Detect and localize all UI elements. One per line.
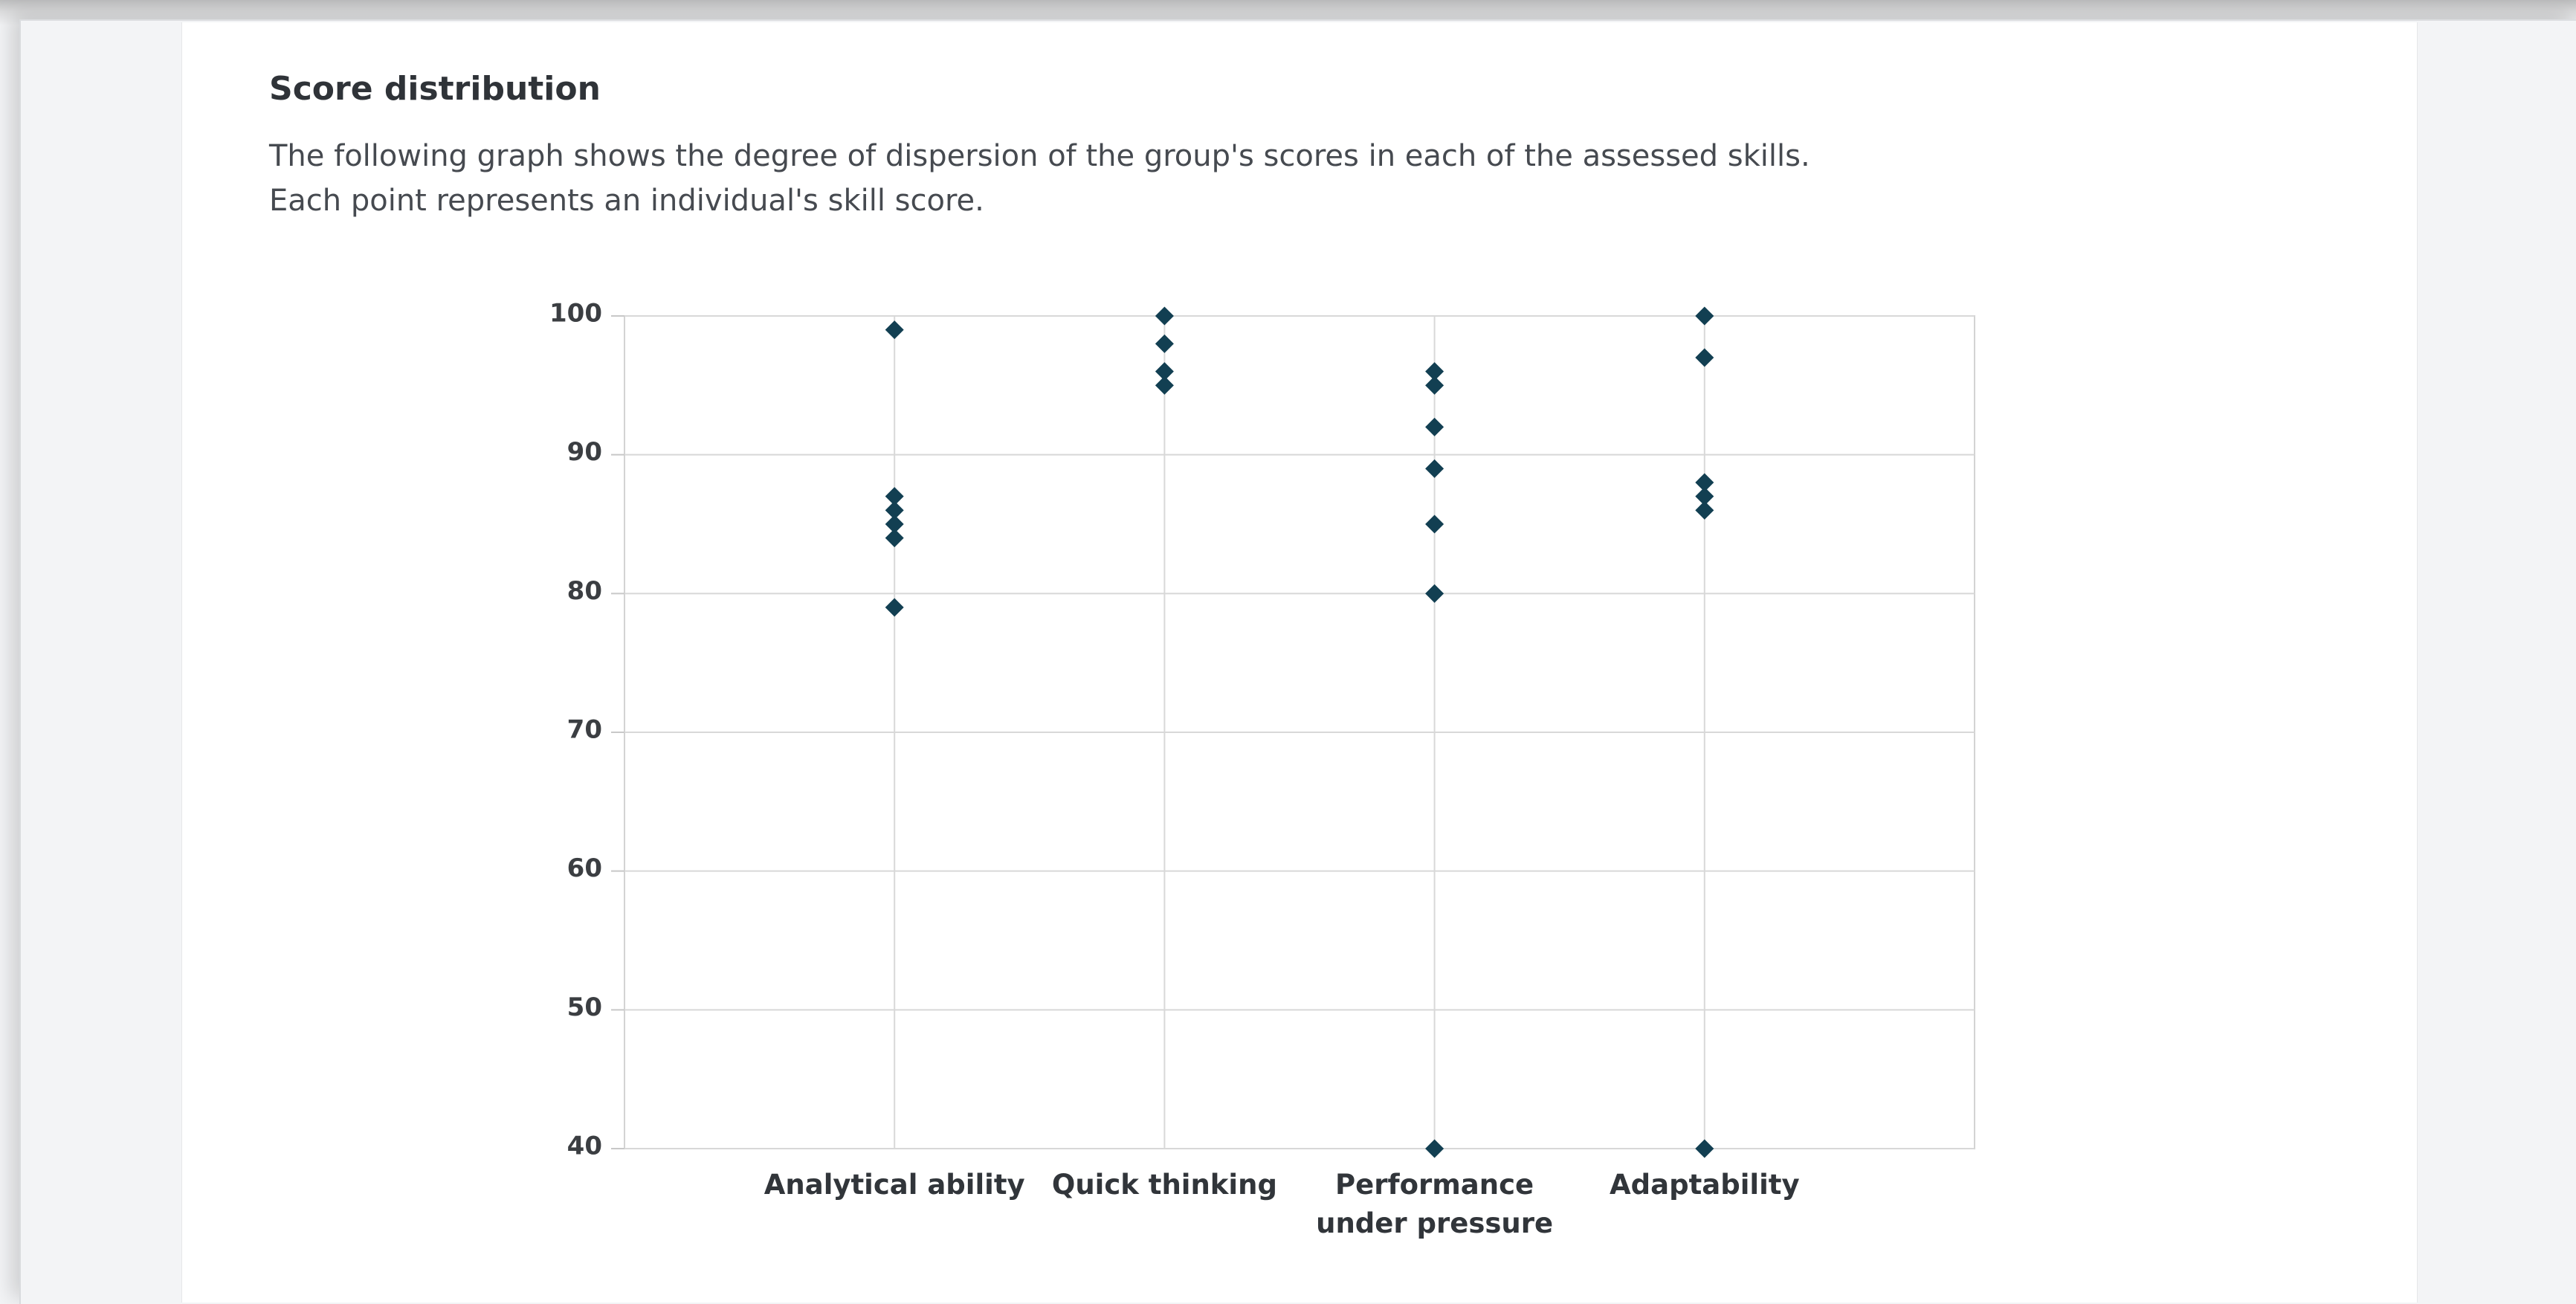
y-tick-label: 40 <box>567 1132 602 1161</box>
score-points <box>885 306 1714 1158</box>
score-point-1-2 <box>885 487 904 506</box>
report-content-card <box>181 22 2418 1303</box>
x-axis-label: under pressure <box>1316 1207 1553 1239</box>
x-axis-label: Analytical ability <box>764 1169 1025 1201</box>
section-title: Score distribution <box>269 70 601 108</box>
y-tick-label: 100 <box>549 299 602 329</box>
score-point-4-6 <box>1695 1139 1714 1158</box>
score-point-4-3 <box>1695 473 1714 492</box>
score-point-4-5 <box>1695 500 1714 520</box>
score-point-2-3 <box>1155 362 1174 381</box>
description-line-2: Each point represents an individual's sk… <box>269 184 984 218</box>
score-point-4-1 <box>1695 306 1714 326</box>
chart-description: The following graph shows the degree of … <box>269 134 1810 223</box>
y-axis-ticks: 100 90 80 70 60 50 40 <box>549 299 602 1161</box>
x-axis-labels: Analytical ability Quick thinking Performa… <box>764 1169 1800 1239</box>
y-tick-label: 80 <box>567 576 602 606</box>
score-point-3-5 <box>1425 514 1444 534</box>
score-point-3-2 <box>1425 375 1444 395</box>
score-point-1-4 <box>885 514 904 534</box>
x-axis-label: Adaptability <box>1610 1169 1800 1201</box>
score-point-3-7 <box>1425 1139 1444 1158</box>
score-point-2-1 <box>1155 306 1174 326</box>
score-point-3-6 <box>1425 584 1444 603</box>
grid-layer <box>611 315 1975 1149</box>
score-point-2-4 <box>1155 375 1174 395</box>
score-point-1-3 <box>885 500 904 520</box>
score-point-2-2 <box>1155 334 1174 353</box>
score-point-4-2 <box>1695 348 1714 367</box>
score-point-3-1 <box>1425 362 1444 381</box>
score-point-3-3 <box>1425 417 1444 436</box>
score-point-3-4 <box>1425 459 1444 478</box>
score-point-4-4 <box>1695 487 1714 506</box>
y-tick-label: 70 <box>567 715 602 745</box>
score-point-1-5 <box>885 529 904 548</box>
y-tick-label: 60 <box>567 853 602 883</box>
description-line-1: The following graph shows the degree of … <box>269 139 1810 173</box>
score-point-1-1 <box>885 320 904 340</box>
x-axis-label: Performance <box>1335 1169 1534 1201</box>
x-axis-label: Quick thinking <box>1052 1169 1277 1201</box>
y-tick-label: 90 <box>567 437 602 467</box>
score-point-1-6 <box>885 598 904 617</box>
y-tick-label: 50 <box>567 992 602 1022</box>
